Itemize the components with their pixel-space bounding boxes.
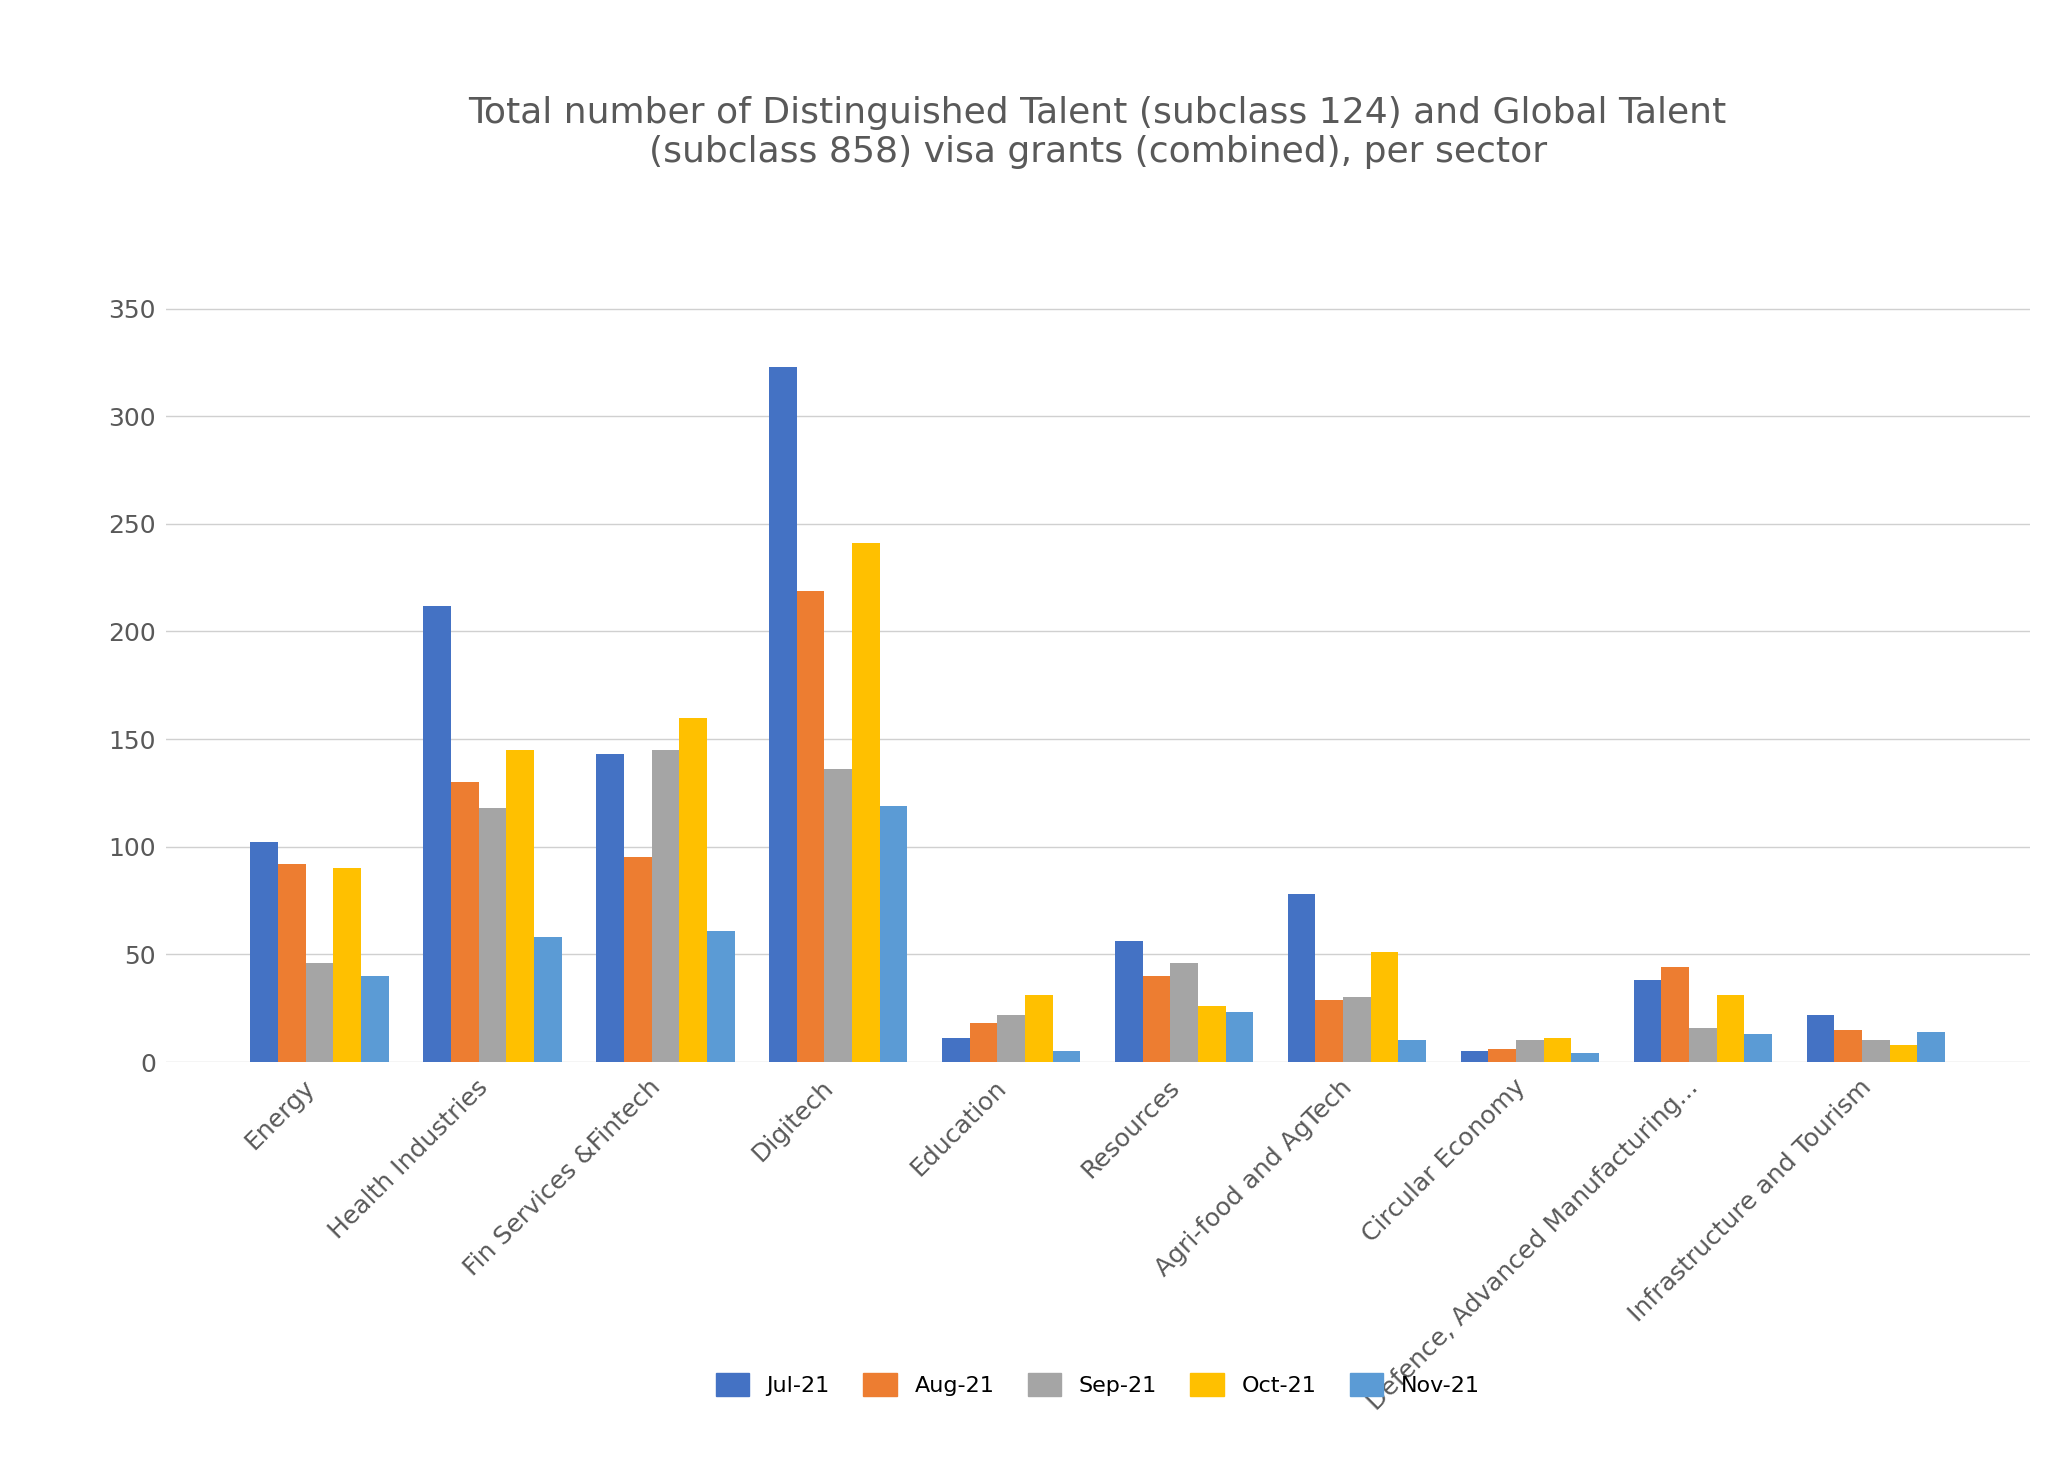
Bar	[1460, 1052, 1489, 1062]
Bar	[1862, 1040, 1889, 1062]
Bar	[1398, 1040, 1427, 1062]
Bar	[505, 749, 534, 1062]
Bar	[1516, 1040, 1543, 1062]
Bar	[998, 1015, 1025, 1062]
Bar	[534, 937, 561, 1062]
Bar	[251, 842, 278, 1062]
Bar	[1717, 996, 1744, 1062]
Bar	[1197, 1006, 1226, 1062]
Bar	[360, 976, 389, 1062]
Bar	[969, 1024, 998, 1062]
Bar	[1052, 1052, 1081, 1062]
Bar	[1143, 976, 1170, 1062]
Bar	[1170, 963, 1197, 1062]
Bar	[451, 782, 478, 1062]
Bar	[1889, 1044, 1918, 1062]
Bar	[679, 717, 706, 1062]
Bar	[1226, 1012, 1253, 1062]
Bar	[1315, 1000, 1344, 1062]
Bar	[422, 606, 451, 1062]
Bar	[1543, 1038, 1572, 1062]
Bar	[278, 864, 307, 1062]
Bar	[1661, 968, 1690, 1062]
Bar	[797, 590, 824, 1062]
Bar	[1025, 996, 1052, 1062]
Bar	[1806, 1015, 1835, 1062]
Text: Total number of Distinguished Talent (subclass 124) and Global Talent
(subclass : Total number of Distinguished Talent (su…	[468, 96, 1727, 170]
Bar	[596, 754, 623, 1062]
Bar	[652, 749, 679, 1062]
Bar	[1634, 981, 1661, 1062]
Bar	[1690, 1028, 1717, 1062]
Bar	[623, 857, 652, 1062]
Legend: Jul-21, Aug-21, Sep-21, Oct-21, Nov-21: Jul-21, Aug-21, Sep-21, Oct-21, Nov-21	[706, 1364, 1489, 1404]
Bar	[1572, 1053, 1599, 1062]
Bar	[1114, 941, 1143, 1062]
Bar	[768, 367, 797, 1062]
Bar	[478, 808, 505, 1062]
Bar	[942, 1038, 969, 1062]
Bar	[880, 805, 907, 1062]
Bar	[1835, 1030, 1862, 1062]
Bar	[1288, 894, 1315, 1062]
Bar	[333, 869, 360, 1062]
Bar	[851, 543, 880, 1062]
Bar	[824, 770, 851, 1062]
Bar	[1918, 1032, 1945, 1062]
Bar	[1344, 997, 1371, 1062]
Bar	[1744, 1034, 1773, 1062]
Bar	[1371, 953, 1398, 1062]
Bar	[307, 963, 333, 1062]
Bar	[706, 931, 735, 1062]
Bar	[1489, 1049, 1516, 1062]
